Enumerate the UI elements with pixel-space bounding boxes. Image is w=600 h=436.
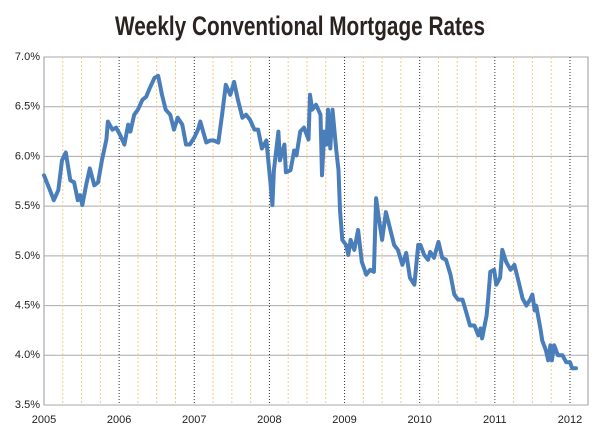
- chart-title: Weekly Conventional Mortgage Rates: [115, 11, 485, 41]
- x-tick-label: 2010: [407, 414, 431, 426]
- y-tick-label: 4.5%: [15, 299, 40, 311]
- y-tick-label: 3.5%: [15, 399, 40, 411]
- x-tick-label: 2011: [483, 414, 507, 426]
- y-tick-label: 5.5%: [15, 200, 40, 212]
- x-tick-label: 2009: [332, 414, 356, 426]
- y-tick-label: 6.0%: [15, 150, 40, 162]
- y-tick-label: 5.0%: [15, 250, 40, 262]
- y-tick-label: 7.0%: [15, 51, 40, 63]
- x-tick-label: 2005: [32, 414, 56, 426]
- data-line: [42, 73, 578, 371]
- x-tick-label: 2008: [257, 414, 281, 426]
- x-tick-label: 2006: [107, 414, 131, 426]
- y-tick-label: 6.5%: [15, 101, 40, 113]
- x-tick-label: 2007: [182, 414, 206, 426]
- x-tick-label: 2012: [558, 414, 582, 426]
- y-tick-label: 4.0%: [15, 349, 40, 361]
